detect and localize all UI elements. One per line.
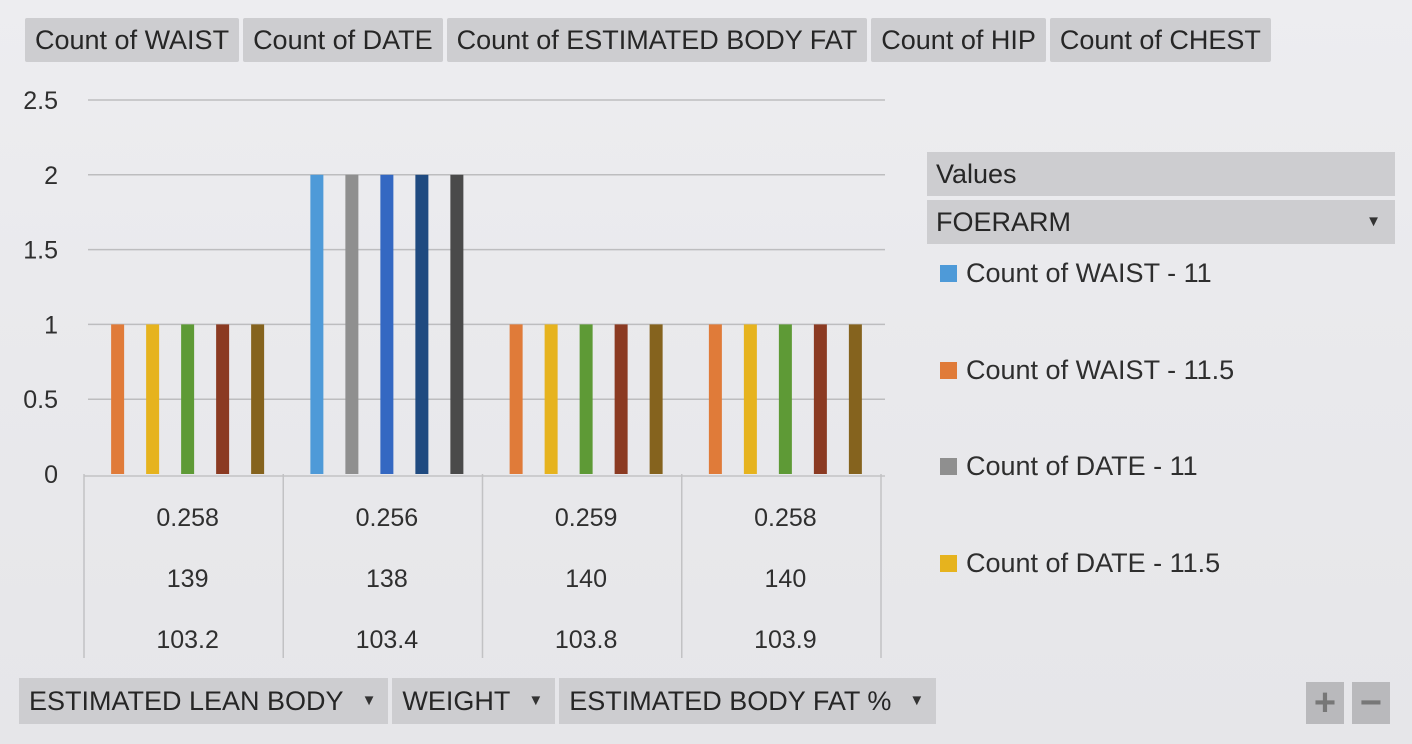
caret-down-icon[interactable]: ▼ <box>1366 213 1381 230</box>
bar[interactable] <box>146 324 160 474</box>
legend-values-label: Values <box>936 159 1017 189</box>
legend-item-label: Count of WAIST - 11.5 <box>966 355 1235 385</box>
axis-button-label: WEIGHT <box>402 686 511 716</box>
bar[interactable] <box>345 174 359 475</box>
legend-item-label: Count of WAIST - 11 <box>966 258 1212 288</box>
axis-button-label: ESTIMATED BODY FAT % <box>569 686 892 716</box>
bar[interactable] <box>415 174 429 475</box>
legend-item-label: Count of DATE - 11 <box>966 451 1198 481</box>
axis-button-estimated-body-fat-percent[interactable]: ESTIMATED BODY FAT % ▼ <box>559 678 937 724</box>
category-label: 0.258 <box>156 504 219 532</box>
bar[interactable] <box>614 324 628 474</box>
legend-item[interactable]: Count of WAIST - 11 <box>940 258 1212 289</box>
category-label: 103.9 <box>754 626 817 654</box>
field-button-count-of-waist[interactable]: Count of WAIST <box>25 18 240 62</box>
legend-item-label: Count of DATE - 11.5 <box>966 548 1221 578</box>
category-label: 140 <box>565 565 607 593</box>
y-tick-label: 1.5 <box>23 237 58 265</box>
category-label: 103.4 <box>356 626 419 654</box>
field-button-count-of-hip[interactable]: Count of HIP <box>871 18 1046 62</box>
y-tick-label: 0.5 <box>23 386 58 414</box>
bar[interactable] <box>544 324 558 474</box>
axis-button-label: ESTIMATED LEAN BODY <box>29 686 344 716</box>
legend-swatch <box>940 362 957 379</box>
y-tick-label: 2 <box>44 162 58 190</box>
y-tick-label: 0 <box>44 461 58 489</box>
legend-item[interactable]: Count of DATE - 11 <box>940 451 1198 482</box>
category-label: 140 <box>765 565 807 593</box>
category-label: 103.2 <box>156 626 219 654</box>
legend-field-label: FOERARM <box>936 207 1071 237</box>
caret-down-icon[interactable]: ▼ <box>909 692 925 709</box>
bar[interactable] <box>111 324 125 474</box>
category-label: 138 <box>366 565 408 593</box>
values-field-buttons: Count of WAIST Count of DATE Count of ES… <box>25 18 1271 62</box>
caret-down-icon[interactable]: ▼ <box>528 692 544 709</box>
bar[interactable] <box>579 324 593 474</box>
legend-swatch <box>940 458 957 475</box>
x-axis: 0.258 139 103.2 0.256 138 103.4 0.259 140 103.8 0… <box>83 474 885 658</box>
bar[interactable] <box>251 324 265 474</box>
bar[interactable] <box>743 324 757 474</box>
legend-swatch <box>940 265 957 282</box>
bar[interactable] <box>848 324 862 474</box>
bar[interactable] <box>813 324 827 474</box>
caret-down-icon[interactable]: ▼ <box>361 692 377 709</box>
category-label: 0.258 <box>754 504 817 532</box>
category-label: 139 <box>167 565 209 593</box>
category-label: 0.259 <box>555 504 618 532</box>
bar[interactable] <box>509 324 523 474</box>
bar[interactable] <box>708 324 722 474</box>
legend-item[interactable]: Count of WAIST - 11.5 <box>940 355 1234 386</box>
bar-chart: 00.511.522.5 0.258139103.20.256138103.40… <box>23 87 885 658</box>
bars <box>111 174 862 475</box>
axis-button-weight[interactable]: WEIGHT ▼ <box>392 678 556 724</box>
bar[interactable] <box>216 324 230 474</box>
bar[interactable] <box>450 174 464 475</box>
legend-swatch <box>940 555 957 572</box>
field-button-count-of-date[interactable]: Count of DATE <box>243 18 443 62</box>
collapse-minus-button[interactable]: − <box>1352 682 1390 724</box>
legend-values-header: Values <box>927 152 1395 196</box>
expand-plus-button[interactable]: + <box>1306 682 1344 724</box>
axis-button-estimated-lean-body[interactable]: ESTIMATED LEAN BODY ▼ <box>19 678 389 724</box>
bar[interactable] <box>778 324 792 474</box>
category-label: 103.8 <box>555 626 618 654</box>
legend-item[interactable]: Count of DATE - 11.5 <box>940 548 1220 579</box>
bar[interactable] <box>181 324 195 474</box>
y-tick-label: 2.5 <box>23 87 58 115</box>
field-button-count-of-estimated-body-fat[interactable]: Count of ESTIMATED BODY FAT <box>446 18 868 62</box>
bar[interactable] <box>310 174 324 475</box>
y-tick-label: 1 <box>44 311 58 339</box>
bar[interactable] <box>380 174 394 475</box>
field-button-count-of-chest[interactable]: Count of CHEST <box>1049 18 1271 62</box>
axis-field-buttons: ESTIMATED LEAN BODY ▼ WEIGHT ▼ ESTIMATED… <box>19 678 937 724</box>
bar[interactable] <box>649 324 663 474</box>
legend-field-button[interactable]: FOERARM ▼ <box>927 200 1395 244</box>
category-label: 0.256 <box>356 504 419 532</box>
